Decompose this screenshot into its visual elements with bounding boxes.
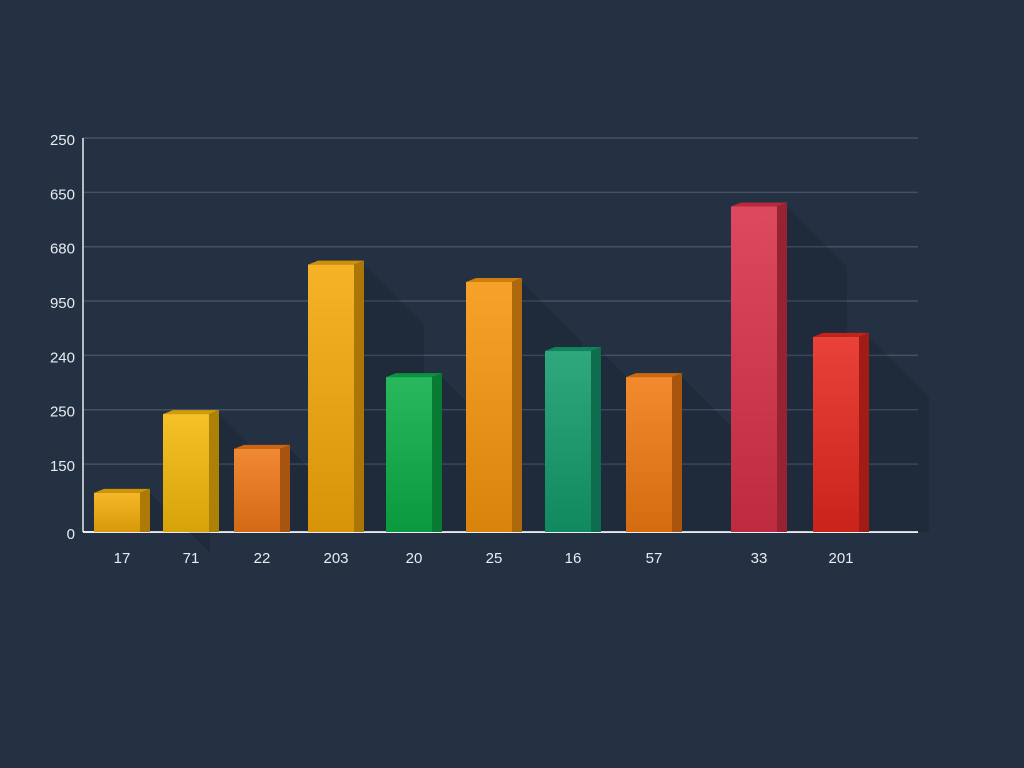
- bar-gloss: [94, 492, 140, 532]
- x-tick-label: 71: [183, 550, 200, 567]
- bar-side: [859, 332, 869, 532]
- x-tick-label: 57: [646, 550, 663, 567]
- y-tick-label: 650: [50, 186, 75, 203]
- y-tick-label: 240: [50, 349, 75, 366]
- y-tick-label: 150: [50, 458, 75, 475]
- y-tick-label: 250: [50, 132, 75, 149]
- bar-top: [731, 202, 787, 207]
- x-tick-label: 201: [828, 550, 853, 567]
- bar-top: [94, 488, 150, 493]
- bar-gloss: [234, 448, 280, 532]
- bar-gloss: [731, 206, 777, 532]
- y-tick-label: 950: [50, 295, 75, 312]
- bar-shadow: [682, 377, 742, 532]
- x-tick-label: 16: [565, 550, 582, 567]
- bar-side: [140, 488, 150, 532]
- bar-side: [354, 260, 364, 532]
- bar-side: [280, 444, 290, 532]
- bar-top: [466, 278, 522, 283]
- bar-side: [591, 347, 601, 532]
- bar-side: [512, 278, 522, 532]
- bar-side: [777, 202, 787, 532]
- bar-shadow: [869, 336, 929, 532]
- bar-top: [545, 347, 601, 352]
- bar-top: [234, 444, 290, 449]
- bar-top: [163, 410, 219, 415]
- bar-gloss: [545, 351, 591, 532]
- bar-gloss: [813, 336, 859, 532]
- y-tick-label: 0: [67, 526, 75, 543]
- bar-gloss: [386, 377, 432, 532]
- bar-top: [813, 332, 869, 337]
- bar-top: [626, 373, 682, 378]
- bar-side: [432, 373, 442, 532]
- bar-top: [386, 373, 442, 378]
- bar-gloss: [626, 377, 672, 532]
- bar-gloss: [466, 282, 512, 532]
- x-tick-label: 17: [114, 550, 131, 567]
- x-tick-label: 203: [323, 550, 348, 567]
- bar-side: [672, 373, 682, 532]
- bar-gloss: [308, 264, 354, 532]
- y-tick-label: 250: [50, 404, 75, 421]
- bar-top: [308, 260, 364, 265]
- x-tick-label: 20: [406, 550, 423, 567]
- x-tick-label: 25: [486, 550, 503, 567]
- x-tick-label: 33: [751, 550, 768, 567]
- x-tick-label: 22: [254, 550, 271, 567]
- bar-gloss: [163, 414, 209, 532]
- bar-side: [209, 410, 219, 532]
- y-tick-label: 680: [50, 241, 75, 258]
